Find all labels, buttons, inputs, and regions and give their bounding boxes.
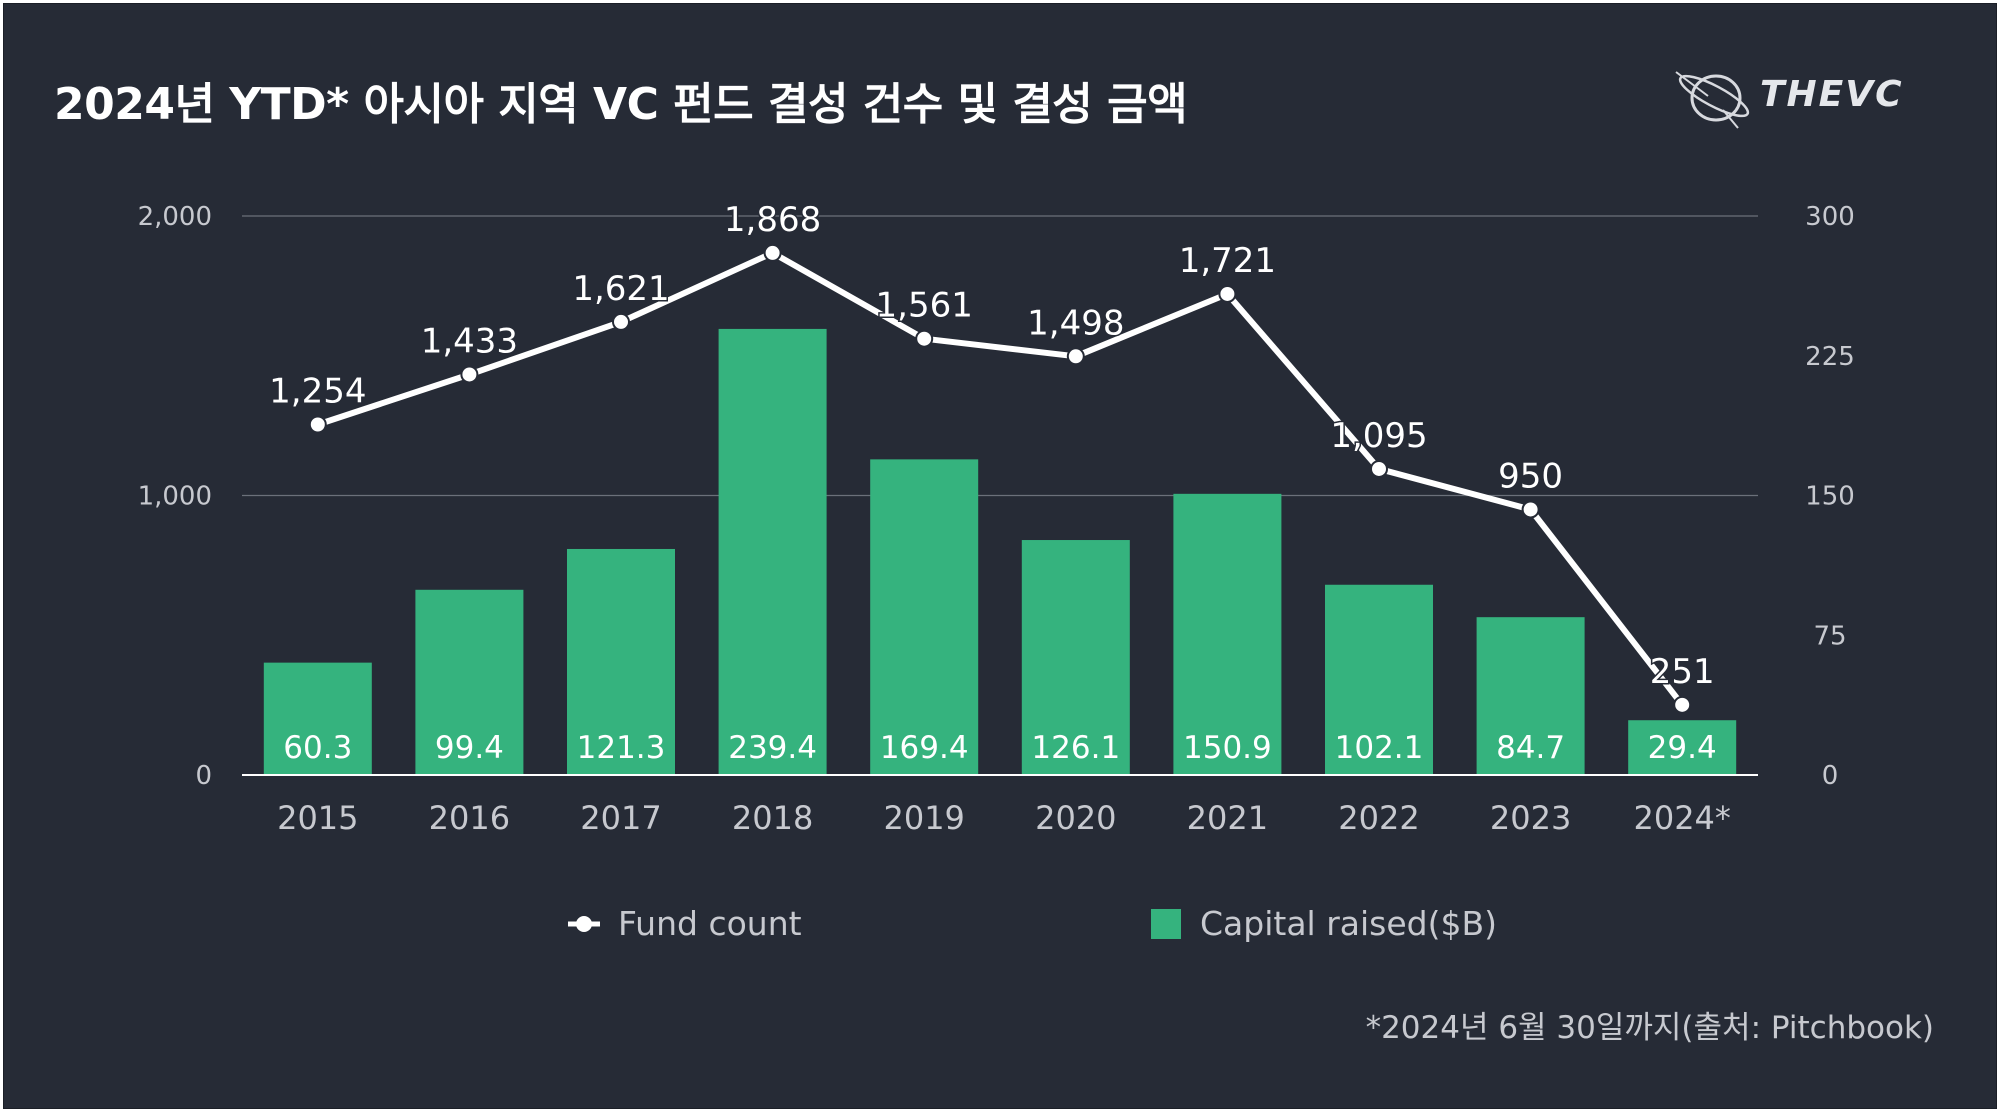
- capital-value-label: 29.4: [1648, 730, 1717, 766]
- x-tick-label: 2022: [1338, 799, 1419, 837]
- y-right-tick-label: 0: [1822, 761, 1839, 791]
- capital-bar: [1021, 540, 1130, 775]
- fund-count-label: 1,868: [724, 200, 821, 240]
- x-tick-label: 2015: [277, 799, 358, 837]
- y-right-tick-label: 225: [1805, 342, 1855, 372]
- y-left-tick-label: 1,000: [138, 482, 212, 512]
- x-tick-label: 2023: [1490, 799, 1571, 837]
- legend-bar-swatch: [1151, 909, 1181, 939]
- capital-value-label: 121.3: [577, 730, 666, 766]
- capital-value-label: 102.1: [1335, 730, 1424, 766]
- fund-count-label: 251: [1650, 652, 1715, 692]
- fund-count-point: [1218, 284, 1237, 303]
- capital-bar: [1476, 617, 1585, 775]
- capital-bar: [567, 548, 675, 775]
- capital-bar: [1628, 720, 1737, 775]
- capital-bar: [263, 662, 372, 775]
- capital-value-label: 60.3: [283, 730, 352, 766]
- y-left-tick-label: 0: [195, 761, 212, 791]
- x-tick-label: 2020: [1035, 799, 1116, 837]
- capital-value-label: 84.7: [1496, 730, 1565, 766]
- x-tick-label: 2019: [883, 799, 964, 837]
- y-left-tick-label: 2,000: [138, 202, 212, 232]
- fund-count-point: [1673, 695, 1692, 714]
- chart-title: 2024년 YTD* 아시아 지역 VC 펀드 결성 건수 및 결성 금액: [54, 79, 1188, 130]
- capital-value-label: 239.4: [728, 730, 817, 766]
- thevc-logo: THEVC: [1668, 62, 1948, 132]
- legend-label-capital-raised: Capital raised($B): [1200, 904, 1497, 943]
- y-right-tick-label: 150: [1805, 482, 1855, 512]
- fund-count-label: 1,433: [421, 321, 518, 361]
- capital-value-label: 150.9: [1183, 730, 1272, 766]
- x-tick-label: 2017: [580, 799, 661, 837]
- fund-count-label: 1,621: [572, 269, 669, 309]
- fund-count-point: [460, 365, 479, 384]
- fund-count-point: [763, 243, 782, 262]
- orbit-logo-icon: [1675, 71, 1750, 129]
- fund-count-point: [1521, 500, 1540, 519]
- fund-count-label: 1,561: [876, 286, 973, 326]
- x-tick-label: 2018: [732, 799, 813, 837]
- capital-bar: [1325, 584, 1433, 775]
- fund-count-label: 1,721: [1179, 241, 1276, 281]
- fund-count-point: [915, 329, 934, 348]
- legend-label-fund-count: Fund count: [618, 904, 802, 943]
- logo-text: THEVC: [1760, 74, 1904, 115]
- x-tick-label: 2024*: [1633, 799, 1730, 837]
- x-tick-label: 2016: [429, 799, 510, 837]
- fund-count-point: [1370, 459, 1388, 478]
- capital-bar: [870, 459, 979, 775]
- capital-bar: [718, 328, 827, 775]
- y-right-tick-label: 75: [1813, 621, 1846, 651]
- fund-count-label: 950: [1498, 456, 1563, 496]
- fund-count-point: [1066, 347, 1085, 366]
- capital-bar: [1173, 493, 1282, 775]
- legend-line-marker: [576, 916, 592, 932]
- x-tick-label: 2021: [1187, 799, 1268, 837]
- fund-count-label: 1,095: [1330, 416, 1427, 456]
- capital-bar: [415, 589, 524, 775]
- source-footnote: *2024년 6월 30일까지(출처: Pitchbook): [1365, 1010, 1934, 1046]
- fund-count-line: [316, 249, 1685, 707]
- chart-card: [3, 3, 1997, 1109]
- capital-value-label: 126.1: [1031, 730, 1120, 766]
- capital-value-label: 99.4: [435, 730, 504, 766]
- fund-count-point: [308, 415, 327, 434]
- fund-count-point: [612, 312, 630, 331]
- fund-count-label: 1,498: [1027, 303, 1124, 343]
- capital-value-label: 169.4: [880, 730, 969, 766]
- y-right-tick-label: 300: [1805, 202, 1855, 232]
- fund-count-label: 1,254: [269, 372, 366, 412]
